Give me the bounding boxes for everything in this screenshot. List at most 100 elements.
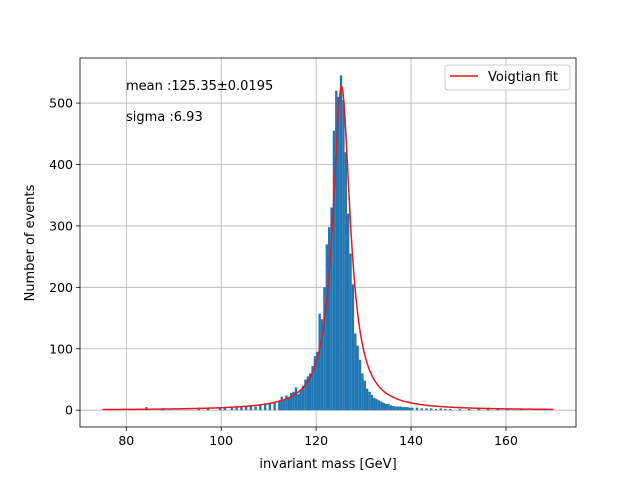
- histogram-bar: [306, 376, 310, 411]
- histogram-bar: [477, 408, 480, 411]
- histogram-bar: [363, 380, 366, 411]
- histogram-bar: [249, 405, 253, 411]
- histogram-bar: [263, 403, 267, 411]
- y-tick-label: 300: [49, 218, 73, 233]
- histogram-bar: [346, 213, 350, 411]
- x-axis-label: invariant mass [GeV]: [259, 457, 396, 472]
- histogram-bar: [399, 406, 402, 411]
- mean-annotation: mean :125.35±0.0195: [126, 79, 273, 94]
- x-tick-label: 160: [494, 433, 518, 448]
- histogram-bar: [408, 407, 412, 411]
- histogram-bar: [344, 152, 347, 411]
- histogram-bar: [330, 207, 333, 411]
- histogram-bar: [339, 75, 343, 411]
- histogram-bar: [439, 408, 442, 411]
- histogram-bar: [496, 408, 499, 411]
- histogram-bar: [394, 406, 397, 411]
- y-axis-label: Number of events: [23, 184, 38, 301]
- y-axis-ticks: 0 100 200 300 400 500: [49, 96, 80, 418]
- histogram-bar: [235, 406, 238, 411]
- histogram-bar: [282, 399, 286, 411]
- histogram-bar: [223, 407, 226, 411]
- y-tick-label: 200: [49, 280, 73, 295]
- histogram-bar: [380, 401, 383, 411]
- histogram-bar: [301, 385, 305, 411]
- histogram-bar: [309, 373, 312, 411]
- histogram-bar: [273, 401, 276, 411]
- histogram-bar: [389, 405, 393, 411]
- histogram-bar: [349, 253, 352, 411]
- histogram-bar: [299, 389, 302, 411]
- plot-frame: [79, 57, 577, 428]
- histogram-bar: [382, 402, 385, 411]
- histogram-bar: [420, 408, 423, 411]
- histogram-bar: [368, 391, 371, 411]
- histogram-bar: [361, 373, 364, 411]
- legend: Voigtian fit: [444, 64, 571, 91]
- histogram-bar: [411, 407, 414, 411]
- histogram-bar: [206, 408, 210, 411]
- histogram-bars: [145, 75, 547, 411]
- histogram-bar: [365, 388, 369, 411]
- histogram-bar: [285, 395, 288, 411]
- fit-curve: [102, 85, 554, 411]
- histogram-bar: [304, 379, 307, 411]
- x-tick-label: 120: [304, 433, 328, 448]
- histogram-bar: [458, 408, 461, 411]
- histogram-bar: [468, 408, 471, 411]
- histogram-bar: [342, 100, 345, 411]
- histogram-bar: [244, 405, 248, 411]
- histogram-bar: [332, 130, 336, 411]
- histogram-bar: [396, 406, 400, 411]
- histogram-bar: [444, 408, 447, 411]
- histogram-bar: [278, 400, 281, 411]
- histogram-bar: [316, 351, 319, 411]
- histogram-bar: [337, 96, 340, 411]
- histogram-bar: [259, 404, 262, 411]
- y-tick-label: 400: [49, 157, 73, 172]
- histogram-bar: [370, 394, 374, 411]
- histogram-bar: [354, 333, 357, 411]
- histogram-bar: [240, 407, 243, 411]
- histogram-bar: [294, 387, 298, 411]
- grid: [80, 58, 576, 427]
- histogram-bar: [449, 408, 452, 411]
- histogram-bar: [384, 404, 388, 411]
- histogram-bar: [290, 392, 293, 411]
- sigma-annotation: sigma :6.93: [126, 110, 203, 125]
- histogram-bar: [218, 408, 222, 411]
- legend-fit-label: Voigtian fit: [488, 70, 558, 85]
- histogram-bar: [351, 284, 355, 411]
- histogram-bar: [430, 408, 433, 411]
- histogram-bar: [323, 287, 326, 411]
- legend-box: [444, 64, 571, 91]
- histogram-bar: [403, 407, 407, 411]
- histogram-bar: [268, 402, 272, 411]
- histogram-bar: [392, 405, 395, 411]
- y-tick-label: 500: [49, 96, 73, 111]
- y-tick-label: 100: [49, 341, 73, 356]
- histogram-bar: [287, 397, 291, 411]
- x-tick-label: 100: [209, 433, 233, 448]
- histogram-bar: [297, 394, 300, 411]
- histogram-bar: [401, 407, 404, 411]
- histogram-bar: [280, 396, 283, 411]
- histogram-bar: [328, 227, 331, 411]
- x-tick-label: 140: [399, 433, 423, 448]
- x-axis-ticks: 80 100 120 140 160: [118, 427, 518, 448]
- histogram-bar: [375, 399, 378, 411]
- histogram-bar: [335, 90, 338, 411]
- histogram-bar: [387, 404, 390, 411]
- x-tick-label: 80: [118, 433, 134, 448]
- histogram-bar: [318, 313, 321, 411]
- histogram-bar: [356, 345, 359, 411]
- histogram-bar: [358, 359, 362, 411]
- histogram-bar: [406, 407, 409, 411]
- histogram-bar: [434, 408, 438, 411]
- histogram-bar: [425, 408, 428, 411]
- histogram-bar: [415, 407, 419, 411]
- histogram-bar: [373, 397, 376, 411]
- histogram-bar: [311, 365, 314, 411]
- histogram-bar: [230, 407, 234, 411]
